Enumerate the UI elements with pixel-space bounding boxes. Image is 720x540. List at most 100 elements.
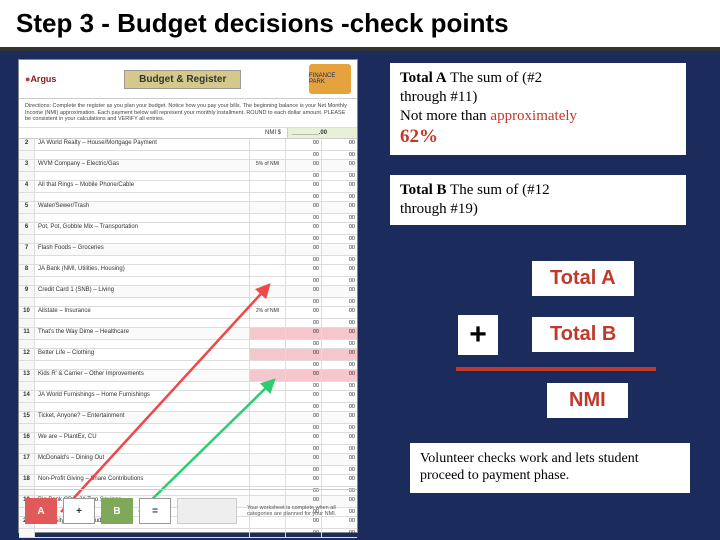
row-description: WVM Company – Electric/Gas bbox=[35, 160, 249, 171]
table-row-spacer: 0000 bbox=[19, 214, 357, 223]
row-number: 14 bbox=[19, 391, 35, 402]
table-row: 8JA Bank (NMI, Utilities, Housing) 0000 bbox=[19, 265, 357, 277]
row-description: McDonald's – Dining Out bbox=[35, 454, 249, 465]
table-row: 6Pot, Pot, Gobble Mix – Transportation00… bbox=[19, 223, 357, 235]
table-row: 17McDonald's – Dining Out0000 bbox=[19, 454, 357, 466]
table-row-spacer: 0000 bbox=[19, 403, 357, 412]
sum-line bbox=[456, 367, 656, 371]
row-number: 8 bbox=[19, 265, 35, 276]
row-balance: 00 bbox=[321, 286, 357, 297]
row-number: 9 bbox=[19, 286, 35, 297]
nmi-result-label: NMI bbox=[545, 381, 630, 420]
row-amount: 00 bbox=[285, 391, 321, 402]
row-balance: 00 bbox=[321, 412, 357, 423]
row-percent: 2% of NMI bbox=[249, 307, 285, 318]
row-balance: 00 bbox=[321, 328, 357, 339]
row-percent bbox=[249, 328, 285, 339]
argus-logo: ●Argus bbox=[25, 74, 56, 84]
row-number: 12 bbox=[19, 349, 35, 360]
worksheet-footer: A + B = Your worksheet is complete when … bbox=[19, 489, 357, 532]
row-description: Kids R' & Carrier – Other Improvements bbox=[35, 370, 249, 381]
row-number: 3 bbox=[19, 160, 35, 171]
row-number: 7 bbox=[19, 244, 35, 255]
row-percent bbox=[249, 202, 285, 213]
table-row: 14JA World Furnishings – Home Furnishing… bbox=[19, 391, 357, 403]
title-bar: Step 3 - Budget decisions -check points bbox=[0, 0, 720, 51]
volunteer-note: Volunteer checks work and lets student p… bbox=[408, 441, 692, 495]
row-balance: 00 bbox=[321, 370, 357, 381]
row-amount: 00 bbox=[285, 349, 321, 360]
row-description: JA Bank (NMI, Utilities, Housing) bbox=[35, 265, 249, 276]
footer-note: Your worksheet is complete when all cate… bbox=[243, 505, 351, 517]
row-percent bbox=[249, 223, 285, 234]
table-row: 18Non-Profit Giving – Share Contribution… bbox=[19, 475, 357, 487]
row-amount: 00 bbox=[285, 412, 321, 423]
table-row-spacer: 0000 bbox=[19, 445, 357, 454]
nmi-row: NMI $ ________.00 bbox=[19, 128, 357, 139]
row-amount: 00 bbox=[285, 328, 321, 339]
table-row: 2JA World Realty – House/Mortgage Paymen… bbox=[19, 139, 357, 151]
row-percent bbox=[249, 265, 285, 276]
worksheet-instructions: Directions: Complete the register as you… bbox=[19, 99, 357, 128]
row-amount: 00 bbox=[285, 265, 321, 276]
row-balance: 00 bbox=[321, 139, 357, 150]
table-row-spacer: 0000 bbox=[19, 298, 357, 307]
footer-plus: + bbox=[63, 498, 95, 524]
finance-park-badge: FINANCE PARK bbox=[309, 64, 351, 94]
table-row-spacer: 0000 bbox=[19, 382, 357, 391]
row-description: That's the Way Dime – Healthcare bbox=[35, 328, 249, 339]
row-description: Non-Profit Giving – Share Contributions bbox=[35, 475, 249, 486]
table-row-spacer: 0000 bbox=[19, 172, 357, 181]
row-number: 5 bbox=[19, 202, 35, 213]
row-percent bbox=[249, 454, 285, 465]
row-percent bbox=[249, 475, 285, 486]
worksheet-table: 2JA World Realty – House/Mortgage Paymen… bbox=[19, 139, 357, 538]
row-description: Pot, Pot, Gobble Mix – Transportation bbox=[35, 223, 249, 234]
table-row-spacer: 0000 bbox=[19, 256, 357, 265]
row-balance: 00 bbox=[321, 223, 357, 234]
row-number: 2 bbox=[19, 139, 35, 150]
footer-result-box bbox=[177, 498, 237, 524]
row-description: Credit Card 1 (SNB) – Living bbox=[35, 286, 249, 297]
callout-total-b: Total B The sum of (#12 through #19) bbox=[388, 173, 688, 227]
row-amount: 00 bbox=[285, 433, 321, 444]
nmi-label: NMI $ bbox=[19, 128, 287, 138]
plus-box: + bbox=[456, 313, 500, 357]
row-number: 17 bbox=[19, 454, 35, 465]
footer-equals: = bbox=[139, 498, 171, 524]
row-amount: 00 bbox=[285, 454, 321, 465]
row-description: Water/Sewer/Trash bbox=[35, 202, 249, 213]
row-number: 16 bbox=[19, 433, 35, 444]
worksheet-title: Budget & Register bbox=[124, 70, 241, 89]
row-amount: 00 bbox=[285, 286, 321, 297]
row-description: JA World Furnishings – Home Furnishings bbox=[35, 391, 249, 402]
total-b-label: Total B bbox=[530, 315, 636, 354]
table-row: 16We are – PlantEx, CU0000 bbox=[19, 433, 357, 445]
table-row: 7Flash Foods – Groceries 0000 bbox=[19, 244, 357, 256]
row-amount: 00 bbox=[285, 160, 321, 171]
row-amount: 00 bbox=[285, 307, 321, 318]
row-amount: 00 bbox=[285, 475, 321, 486]
row-description: Flash Foods – Groceries bbox=[35, 244, 249, 255]
row-description: We are – PlantEx, CU bbox=[35, 433, 249, 444]
row-percent bbox=[249, 181, 285, 192]
table-row: 15Ticket, Anyone? – Entertainment0000 bbox=[19, 412, 357, 424]
table-row: 12Better Life – Clothing 0000 bbox=[19, 349, 357, 361]
table-row-spacer: 0000 bbox=[19, 235, 357, 244]
row-description: Better Life – Clothing bbox=[35, 349, 249, 360]
row-balance: 00 bbox=[321, 391, 357, 402]
row-amount: 00 bbox=[285, 244, 321, 255]
row-percent bbox=[249, 412, 285, 423]
row-balance: 00 bbox=[321, 265, 357, 276]
row-number: 10 bbox=[19, 307, 35, 318]
row-percent bbox=[249, 391, 285, 402]
table-row-spacer: 0000 bbox=[19, 466, 357, 475]
table-row: 13Kids R' & Carrier – Other Improvements… bbox=[19, 370, 357, 382]
row-balance: 00 bbox=[321, 244, 357, 255]
row-description: All that Rings – Mobile Phone/Cable bbox=[35, 181, 249, 192]
table-row: 9Credit Card 1 (SNB) – Living 0000 bbox=[19, 286, 357, 298]
row-number: 11 bbox=[19, 328, 35, 339]
row-description: Ticket, Anyone? – Entertainment bbox=[35, 412, 249, 423]
row-balance: 00 bbox=[321, 349, 357, 360]
row-percent bbox=[249, 349, 285, 360]
